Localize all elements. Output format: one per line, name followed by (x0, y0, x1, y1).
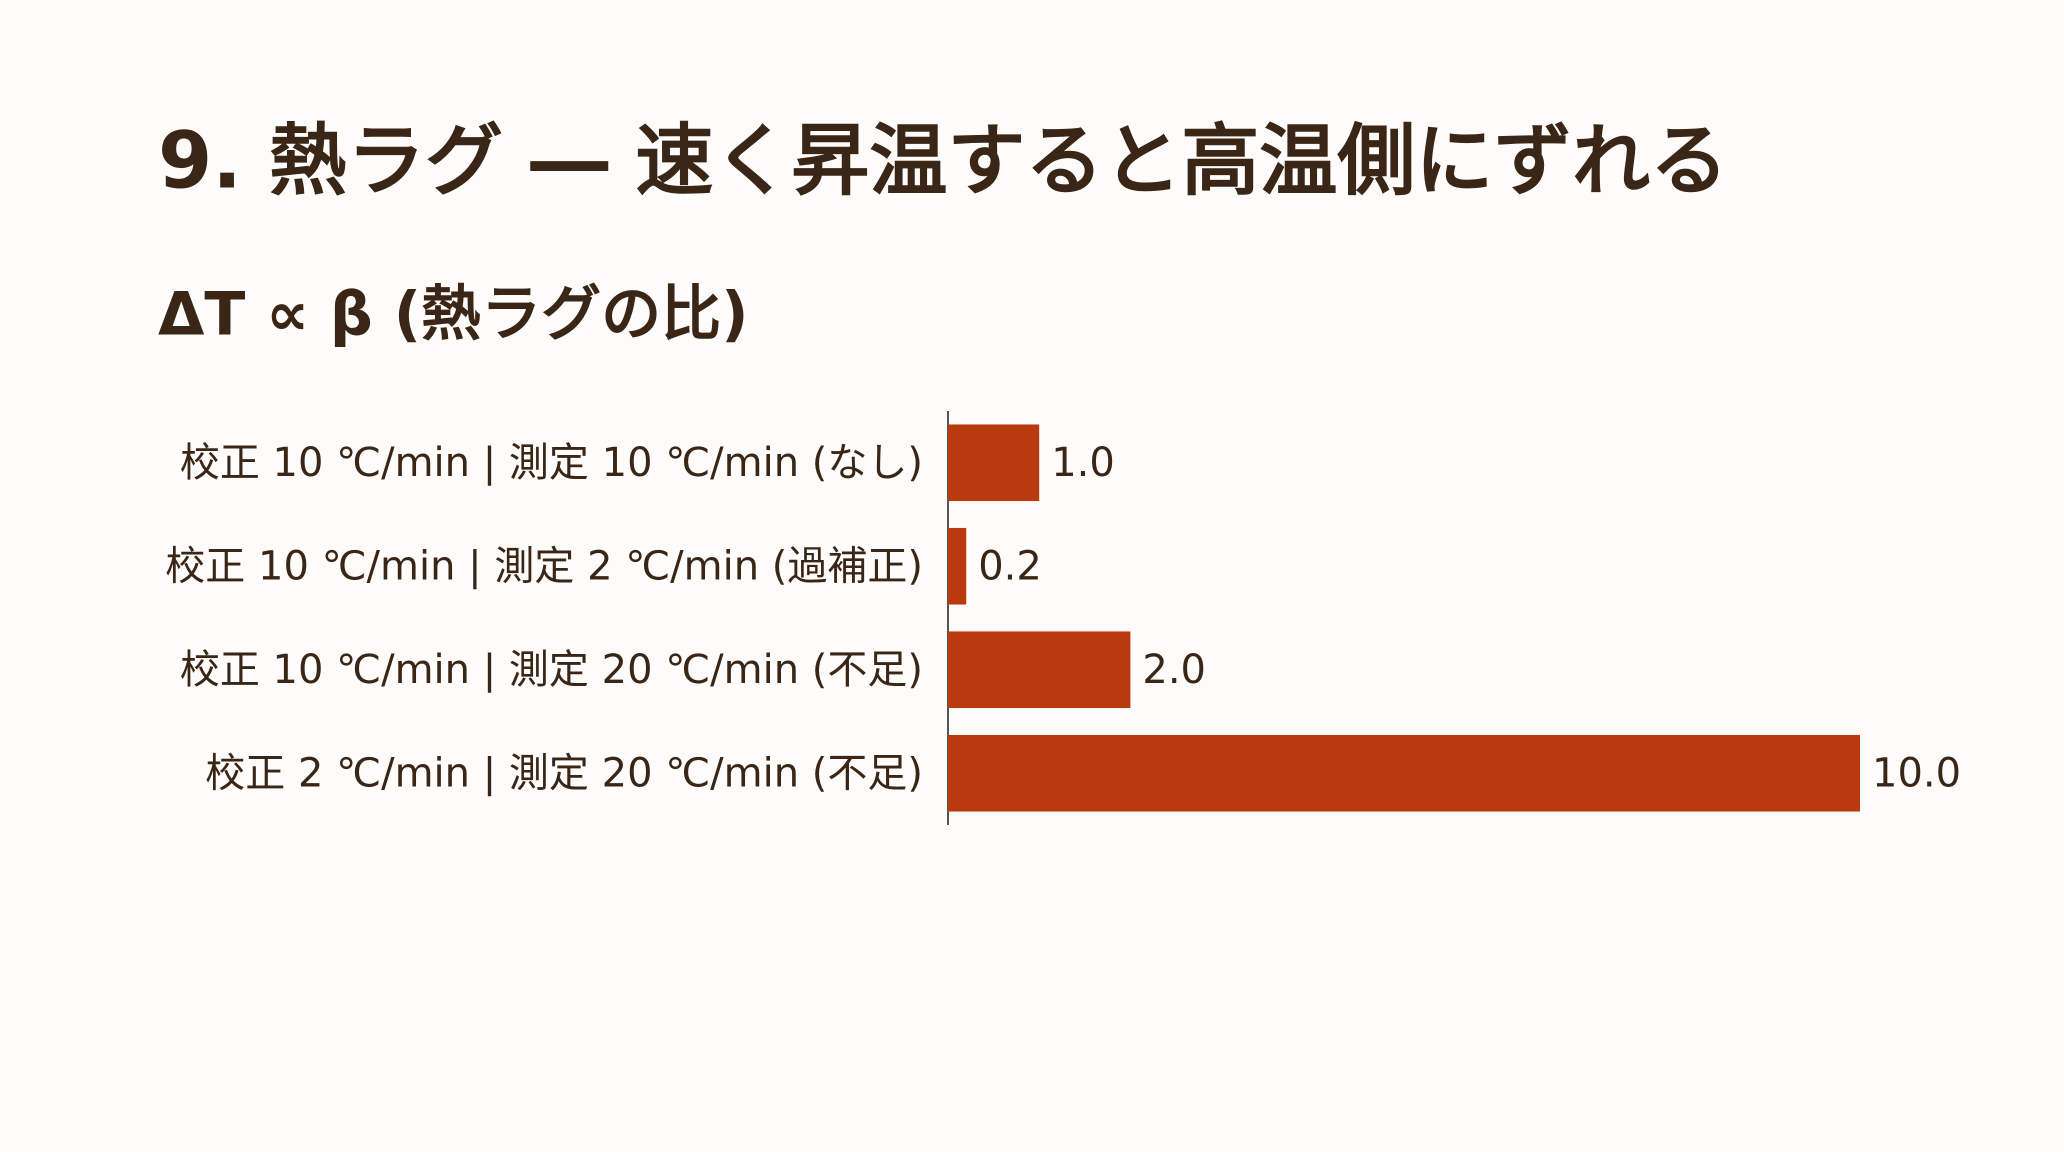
chart-title: 9. 熱ラグ ― 速く昇温すると高温側にずれる (158, 116, 1728, 206)
bar (948, 631, 1131, 709)
value-label: 0.2 (978, 543, 1042, 589)
value-label: 10.0 (1872, 750, 1961, 796)
value-label: 1.0 (1051, 440, 1115, 486)
category-label: 校正 2 ℃/min | 測定 20 ℃/min (不足) (205, 750, 923, 796)
category-label: 校正 10 ℃/min | 測定 2 ℃/min (過補正) (165, 543, 923, 589)
bar (948, 527, 967, 605)
category-label: 校正 10 ℃/min | 測定 10 ℃/min (なし) (180, 440, 923, 486)
chart-subtitle: ΔT ∝ β (熱ラグの比) (158, 280, 749, 350)
bar (948, 424, 1040, 502)
category-label: 校正 10 ℃/min | 測定 20 ℃/min (不足) (180, 647, 923, 693)
bar (948, 734, 1860, 812)
value-label: 2.0 (1142, 647, 1206, 693)
